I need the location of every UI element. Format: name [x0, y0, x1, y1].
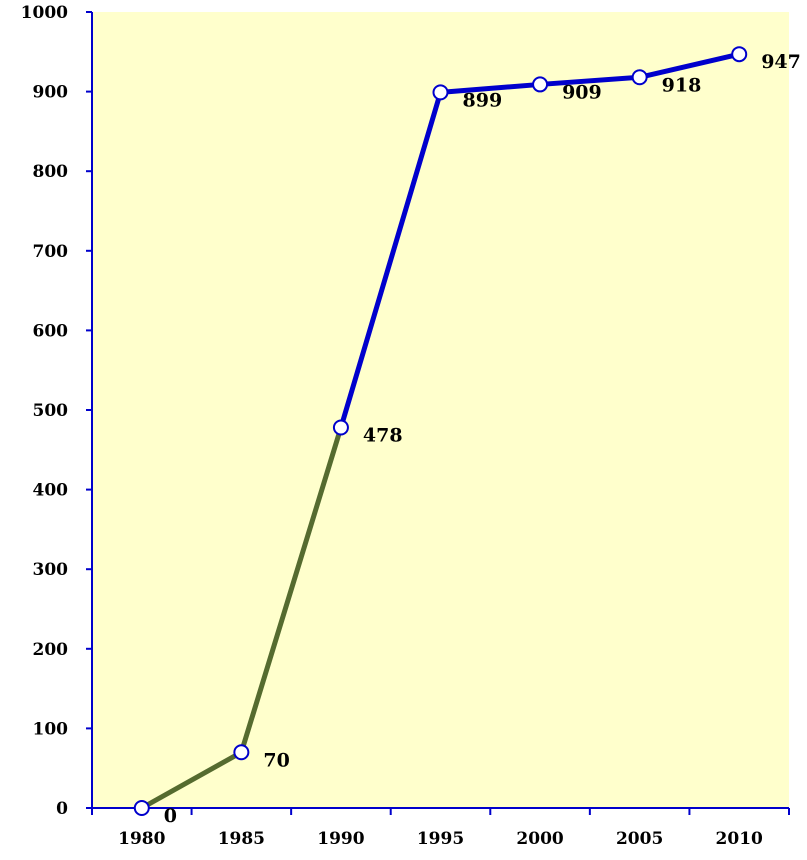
- y-tick-label: 100: [33, 719, 69, 739]
- x-tick-label: 1990: [317, 829, 364, 849]
- y-tick-label: 500: [33, 401, 69, 421]
- series-line-segment: [537, 74, 643, 87]
- x-tick-label: 2000: [516, 829, 563, 849]
- series-line-segment: [637, 51, 742, 80]
- y-tick-label: 800: [33, 162, 69, 182]
- data-label: 918: [662, 74, 702, 96]
- data-point: [233, 744, 250, 761]
- y-tick-label: 600: [33, 321, 69, 341]
- data-point: [432, 84, 449, 101]
- data-point: [731, 46, 748, 63]
- y-tick-label: 200: [33, 640, 69, 660]
- data-label: 899: [463, 89, 503, 111]
- y-tick-label: 400: [33, 481, 69, 501]
- data-label: 70: [263, 749, 289, 771]
- data-label: 947: [761, 51, 801, 73]
- y-tick-label: 0: [56, 799, 68, 819]
- y-tick-label: 1000: [21, 3, 68, 23]
- series-line-segment: [338, 89, 443, 431]
- data-label: 909: [562, 81, 602, 103]
- plot-area: [92, 12, 789, 808]
- series-line-segment: [139, 749, 244, 811]
- x-tick-label: 1995: [417, 829, 464, 849]
- data-point: [133, 800, 150, 816]
- x-tick-label: 2005: [616, 829, 663, 849]
- y-tick-label: 700: [33, 242, 69, 262]
- data-point: [631, 69, 648, 86]
- x-tick-label: 1985: [218, 829, 265, 849]
- series-line-segment: [238, 425, 344, 755]
- data-point: [532, 76, 549, 93]
- data-point: [332, 419, 349, 436]
- x-tick-label: 1980: [118, 829, 165, 849]
- data-label: 478: [363, 425, 403, 447]
- data-label: 0: [164, 805, 177, 827]
- y-tick-label: 900: [33, 83, 69, 103]
- y-tick-label: 300: [33, 560, 69, 580]
- x-tick-label: 2010: [716, 829, 763, 849]
- series-line-segment: [438, 81, 543, 95]
